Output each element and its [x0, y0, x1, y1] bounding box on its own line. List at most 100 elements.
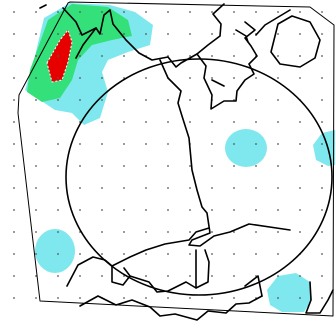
grid-dot — [13, 253, 15, 255]
region-boundary — [39, 3, 225, 68]
region-boundary — [79, 249, 263, 321]
grid-dot — [211, 187, 213, 189]
grid-dot — [101, 275, 103, 277]
grid-dot — [167, 99, 169, 101]
grid-dot — [233, 121, 235, 123]
grid-dot — [189, 55, 191, 57]
grid-dot — [145, 187, 147, 189]
grid-dot — [189, 121, 191, 123]
grid-dot — [299, 55, 301, 57]
grid-dot — [233, 187, 235, 189]
grid-dot — [255, 165, 257, 167]
grid-dot — [211, 253, 213, 255]
grid-dot — [211, 165, 213, 167]
grid-dot — [211, 143, 213, 145]
grid-dot — [35, 187, 37, 189]
grid-dot — [123, 99, 125, 101]
grid-dot — [211, 121, 213, 123]
grid-dot — [321, 33, 323, 35]
grid-dot — [101, 55, 103, 57]
grid-dot — [13, 11, 15, 13]
grid-dot — [57, 121, 59, 123]
grid-dot — [57, 231, 59, 233]
grid-dot — [35, 55, 37, 57]
grid-dot — [101, 187, 103, 189]
grid-dot — [255, 99, 257, 101]
grid-dot — [277, 275, 279, 277]
grid-dot — [79, 11, 81, 13]
grid-dot — [233, 231, 235, 233]
grid-dot — [277, 209, 279, 211]
grid-dot — [101, 121, 103, 123]
grid-dot — [167, 253, 169, 255]
grid-dot — [13, 33, 15, 35]
grid-dot — [211, 275, 213, 277]
grid-dot — [277, 33, 279, 35]
grid-dot — [13, 275, 15, 277]
grid-dot — [277, 253, 279, 255]
grid-dot — [101, 209, 103, 211]
grid-dot — [35, 297, 37, 299]
grid-dot — [145, 209, 147, 211]
grid-dot — [321, 77, 323, 79]
grid-dot — [233, 77, 235, 79]
grid-dot — [167, 187, 169, 189]
grid-dot — [35, 253, 37, 255]
grid-dot — [321, 99, 323, 101]
grid-dot — [321, 143, 323, 145]
grid-dot — [123, 209, 125, 211]
grid-dot — [189, 253, 191, 255]
grid-dot — [277, 77, 279, 79]
grid-dot — [101, 165, 103, 167]
grid-dot — [13, 209, 15, 211]
grid-dot — [145, 11, 147, 13]
grid-dot — [321, 253, 323, 255]
grid-dot — [321, 275, 323, 277]
grid-dot — [79, 143, 81, 145]
grid-dot — [255, 143, 257, 145]
grid-dot — [277, 11, 279, 13]
grid-dot — [321, 297, 323, 299]
grid-dot — [189, 231, 191, 233]
grid-dot — [233, 209, 235, 211]
grid-dot — [299, 165, 301, 167]
grid-dot — [299, 187, 301, 189]
grid-dot — [189, 209, 191, 211]
grid-dot — [167, 11, 169, 13]
grid-dot — [13, 297, 15, 299]
grid-dot — [233, 165, 235, 167]
grid-dot — [57, 165, 59, 167]
grid-dot — [35, 165, 37, 167]
grid-dot — [255, 253, 257, 255]
grid-dot — [189, 99, 191, 101]
grid-dot — [13, 165, 15, 167]
grid-dot — [233, 275, 235, 277]
grid-dot — [145, 143, 147, 145]
grid-dot — [299, 231, 301, 233]
grid-dot — [277, 99, 279, 101]
grid-dot — [255, 121, 257, 123]
grid-dot — [189, 77, 191, 79]
heat-layer — [25, 3, 335, 312]
grid-dot — [299, 297, 301, 299]
grid-dot — [189, 33, 191, 35]
grid-dot — [57, 253, 59, 255]
grid-dot — [79, 99, 81, 101]
region-boundary — [196, 21, 258, 110]
grid-dot — [101, 231, 103, 233]
grid-dot — [57, 99, 59, 101]
region-boundary — [244, 275, 334, 314]
grid-dot — [321, 187, 323, 189]
grid-dot — [79, 55, 81, 57]
grid-dot — [123, 231, 125, 233]
grid-dot — [101, 11, 103, 13]
grid-dot — [57, 33, 59, 35]
grid-dot — [167, 33, 169, 35]
grid-dot — [167, 209, 169, 211]
grid-dot — [123, 297, 125, 299]
grid-dot — [255, 77, 257, 79]
grid-dot — [167, 275, 169, 277]
grid-dot — [123, 165, 125, 167]
grid-dot — [101, 253, 103, 255]
